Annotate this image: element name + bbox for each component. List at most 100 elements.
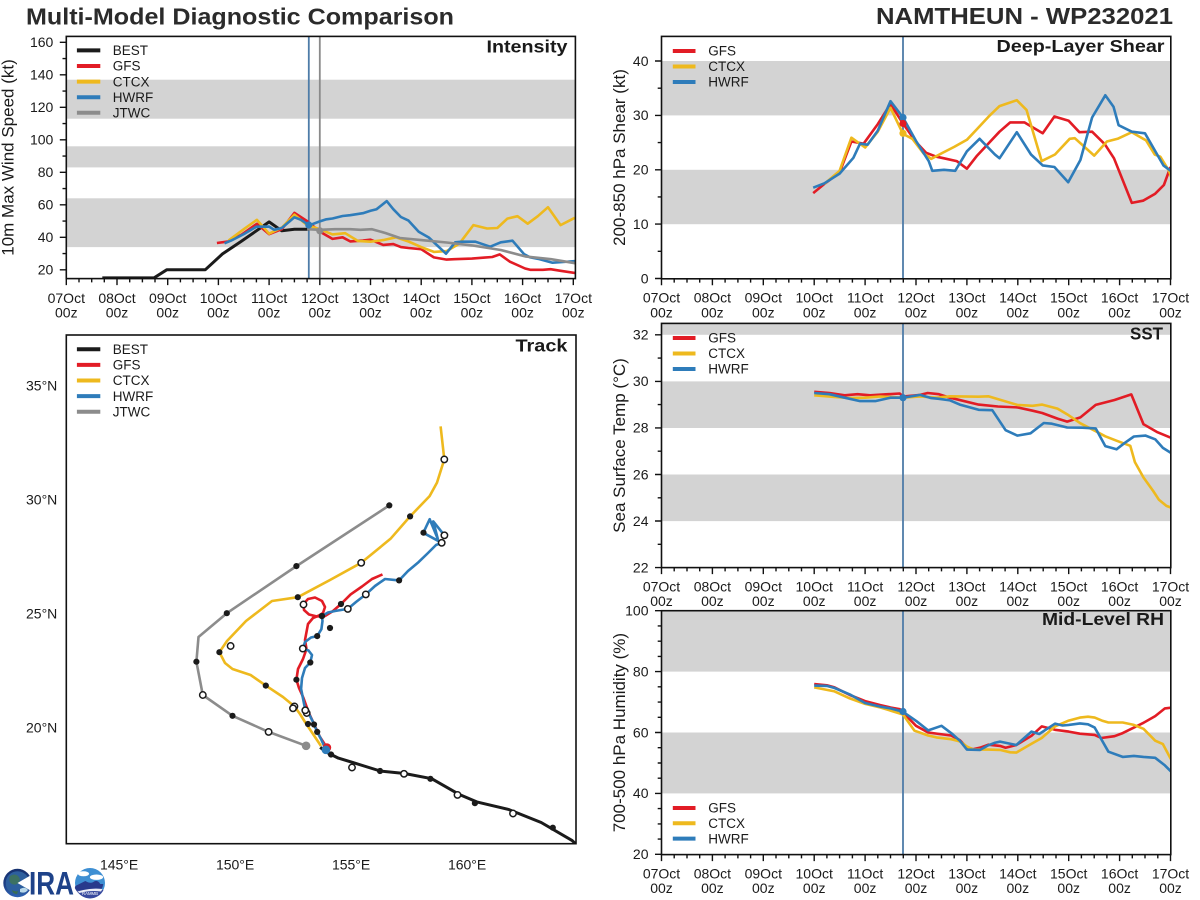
svg-text:00z: 00z [650,880,673,896]
svg-text:35°N: 35°N [26,378,57,394]
svg-text:0: 0 [641,270,649,286]
svg-text:40: 40 [38,229,54,245]
svg-text:00z: 00z [701,880,724,896]
svg-text:00z: 00z [701,593,724,609]
svg-text:00z: 00z [1159,304,1182,320]
svg-text:16Oct: 16Oct [1101,290,1138,306]
svg-text:14Oct: 14Oct [403,290,440,306]
svg-text:00z: 00z [956,593,979,609]
svg-text:Track: Track [516,336,568,356]
svg-text:00z: 00z [854,304,877,320]
svg-text:CTCX: CTCX [113,373,150,388]
svg-text:07Oct: 07Oct [643,865,680,881]
svg-text:10Oct: 10Oct [796,865,833,881]
svg-text:00z: 00z [207,305,230,321]
svg-text:00z: 00z [701,304,724,320]
svg-text:00z: 00z [1007,593,1030,609]
svg-text:11Oct: 11Oct [847,865,883,881]
svg-text:15Oct: 15Oct [453,290,490,306]
svg-text:00z: 00z [1057,304,1080,320]
svg-text:24: 24 [633,513,649,529]
svg-text:22: 22 [633,559,649,575]
svg-text:12Oct: 12Oct [301,290,338,306]
svg-text:12Oct: 12Oct [897,578,934,594]
svg-text:07Oct: 07Oct [643,290,680,306]
svg-text:17Oct: 17Oct [1152,578,1189,594]
svg-text:17Oct: 17Oct [1152,865,1189,881]
svg-text:SST: SST [1130,324,1163,344]
svg-text:00z: 00z [511,305,534,321]
svg-text:CTCX: CTCX [113,74,150,89]
svg-text:120: 120 [30,99,54,115]
svg-text:HWRF: HWRF [708,831,749,846]
svg-text:00z: 00z [803,593,826,609]
svg-text:20: 20 [633,162,649,178]
svg-text:11Oct: 11Oct [251,290,287,306]
svg-text:HWRF: HWRF [708,75,749,90]
svg-text:00z: 00z [562,305,585,321]
svg-text:14Oct: 14Oct [999,578,1036,594]
svg-text:GFS: GFS [708,801,736,816]
svg-text:Mid-Level RH: Mid-Level RH [1042,609,1164,629]
svg-text:NAMTHEUN - WP232021: NAMTHEUN - WP232021 [876,3,1173,29]
svg-text:30: 30 [633,107,649,123]
svg-text:00z: 00z [1007,880,1030,896]
svg-text:700-500 hPa Humidity (%): 700-500 hPa Humidity (%) [610,633,629,832]
svg-text:00z: 00z [752,880,775,896]
svg-text:155°E: 155°E [332,856,370,872]
svg-text:Sea Surface Temp (°C): Sea Surface Temp (°C) [610,358,629,533]
svg-text:00z: 00z [1007,304,1030,320]
svg-text:16Oct: 16Oct [1101,865,1138,881]
svg-text:80: 80 [38,164,54,180]
svg-text:09Oct: 09Oct [149,290,186,306]
svg-text:14Oct: 14Oct [999,865,1036,881]
svg-text:12Oct: 12Oct [897,290,934,306]
svg-text:16Oct: 16Oct [1101,578,1138,594]
svg-text:40: 40 [633,785,649,801]
svg-text:08Oct: 08Oct [694,578,731,594]
svg-text:26: 26 [633,466,649,482]
svg-text:100: 100 [30,132,54,148]
svg-text:07Oct: 07Oct [643,578,680,594]
svg-text:20°N: 20°N [26,720,57,736]
svg-text:10Oct: 10Oct [796,290,833,306]
svg-text:10: 10 [633,216,649,232]
svg-text:10Oct: 10Oct [200,290,237,306]
svg-text:00z: 00z [410,305,433,321]
svg-text:10Oct: 10Oct [796,578,833,594]
svg-text:GFS: GFS [113,358,141,373]
svg-text:00z: 00z [1108,880,1131,896]
svg-text:07Oct: 07Oct [48,290,85,306]
svg-text:00z: 00z [803,304,826,320]
svg-text:13Oct: 13Oct [948,865,985,881]
svg-text:140: 140 [30,67,54,83]
svg-text:15Oct: 15Oct [1050,865,1087,881]
svg-text:25°N: 25°N [26,606,57,622]
svg-text:14Oct: 14Oct [999,290,1036,306]
svg-text:00z: 00z [650,304,673,320]
svg-text:00z: 00z [752,593,775,609]
svg-text:00z: 00z [106,305,129,321]
svg-text:00z: 00z [1159,593,1182,609]
svg-text:200-850 hPa Shear (kt): 200-850 hPa Shear (kt) [610,69,629,246]
svg-text:28: 28 [633,420,649,436]
svg-text:JTWC: JTWC [113,404,151,419]
svg-text:00z: 00z [1108,593,1131,609]
svg-text:HWRF: HWRF [113,90,154,105]
svg-text:13Oct: 13Oct [352,290,389,306]
svg-text:BEST: BEST [113,342,148,357]
svg-text:00z: 00z [359,305,382,321]
svg-text:IRA: IRA [29,866,74,900]
svg-text:00z: 00z [905,304,928,320]
svg-text:00z: 00z [1057,880,1080,896]
svg-text:00z: 00z [1057,593,1080,609]
svg-text:CTCX: CTCX [708,816,745,831]
svg-text:GFS: GFS [708,331,736,346]
svg-text:11Oct: 11Oct [847,578,883,594]
svg-text:00z: 00z [956,304,979,320]
svg-text:GFS: GFS [708,44,736,59]
svg-text:09Oct: 09Oct [745,865,782,881]
svg-text:09Oct: 09Oct [745,578,782,594]
svg-text:Deep-Layer Shear: Deep-Layer Shear [997,36,1165,56]
svg-text:CTCX: CTCX [708,346,745,361]
